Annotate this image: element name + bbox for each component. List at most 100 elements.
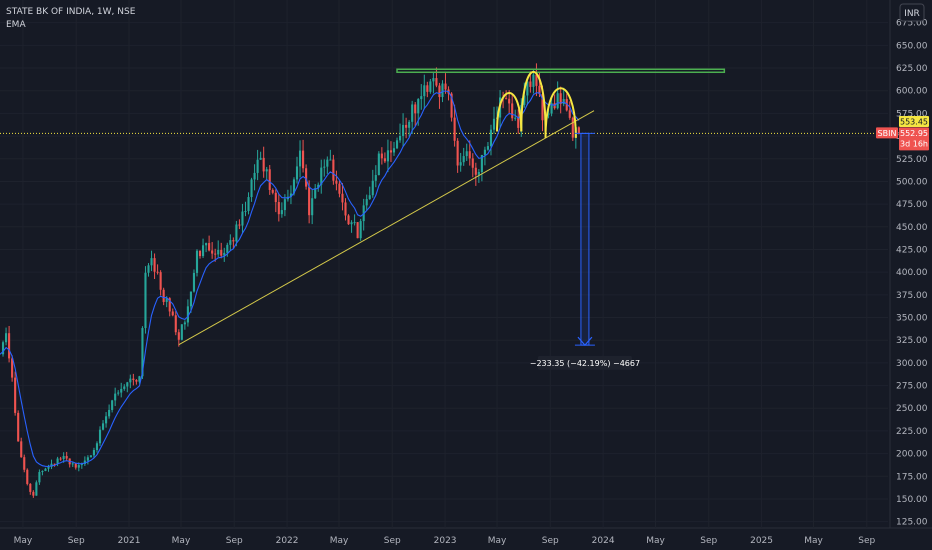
candle-body: [368, 195, 371, 200]
price-tick-label: 425.00: [896, 245, 928, 255]
candle-body: [568, 110, 571, 118]
candle: [217, 240, 220, 258]
candle: [105, 412, 108, 428]
candle: [280, 202, 283, 218]
candle: [305, 164, 308, 190]
candle-body: [526, 81, 529, 96]
candle: [208, 235, 211, 252]
candle-body: [53, 463, 56, 465]
candle-body: [192, 272, 196, 292]
time-tick-label: Sep: [858, 536, 875, 546]
time-tick-label: May: [488, 536, 507, 546]
candle-body: [132, 378, 135, 380]
candle-body: [350, 222, 353, 225]
candle: [138, 375, 141, 384]
price-tick-label: 125.00: [896, 518, 928, 528]
indicator-label[interactable]: EMA: [6, 20, 26, 30]
candle-body: [550, 103, 553, 114]
candle-body: [114, 393, 117, 401]
measurement-box: [537, 355, 632, 370]
candle-body: [35, 482, 38, 496]
candle: [186, 299, 189, 327]
candle: [174, 311, 177, 336]
candle: [341, 183, 344, 211]
candle-body: [150, 258, 153, 266]
price-tick-label: 200.00: [896, 450, 928, 460]
candle: [232, 237, 235, 249]
candle-body: [268, 169, 271, 190]
candle-body: [129, 378, 132, 383]
candle-body: [214, 253, 217, 255]
candle: [571, 116, 574, 142]
price-tick-label: 400.00: [896, 268, 928, 278]
candle-body: [77, 465, 80, 468]
candle: [98, 426, 102, 447]
candle: [532, 69, 535, 94]
candle-body: [226, 244, 229, 253]
candle: [489, 124, 493, 156]
currency-button[interactable]: INR: [899, 3, 925, 22]
candle: [311, 189, 314, 225]
candle-body: [135, 379, 138, 382]
candle: [26, 468, 29, 486]
candle-body: [198, 250, 202, 257]
candle-body: [532, 74, 535, 87]
candle-body: [32, 491, 35, 496]
candle: [377, 151, 380, 176]
candle-body: [189, 291, 192, 307]
annotations: [178, 68, 726, 347]
candle-body: [141, 328, 144, 377]
candle-body: [459, 162, 462, 166]
time-tick-label: 2025: [750, 536, 773, 546]
candle: [117, 390, 120, 396]
candle-body: [229, 240, 232, 245]
candle-body: [162, 289, 165, 302]
candle-body: [295, 166, 299, 180]
trend-line: [178, 110, 595, 346]
candle-body: [108, 409, 111, 417]
candle: [374, 165, 377, 188]
candle: [359, 218, 362, 241]
candle: [183, 320, 186, 330]
candle: [562, 87, 565, 107]
candle: [20, 437, 23, 458]
time-axis[interactable]: May Sep 2021 May Sep 2022 May Sep 2023 May Sep 2024…: [14, 536, 876, 546]
candle-body: [320, 167, 323, 185]
candle: [426, 81, 429, 98]
candle-body: [326, 159, 329, 167]
candle-body: [280, 210, 283, 215]
resistance-line: [396, 68, 726, 74]
candle-body: [38, 472, 41, 483]
candle-body: [562, 98, 565, 104]
candle: [229, 234, 232, 251]
candle-body: [441, 83, 444, 98]
candle-body: [344, 202, 347, 216]
price-axis[interactable]: 125.00 150.00 175.00 200.00 225.00 250.00 275.…: [896, 19, 928, 528]
candle: [89, 455, 92, 458]
candle-body: [538, 85, 541, 94]
candle-body: [338, 183, 341, 194]
candle: [111, 399, 114, 413]
candle-body: [95, 443, 99, 451]
candle-body: [374, 175, 377, 181]
candle: [256, 149, 259, 181]
time-tick-label: 2024: [592, 536, 615, 546]
candle-body: [201, 245, 205, 257]
candle: [444, 73, 447, 94]
candle-body: [14, 377, 17, 413]
candle: [29, 483, 32, 495]
price-labels: 553.45 SBIN 552.95 3d 16h: [876, 115, 929, 151]
candle-body: [492, 118, 496, 130]
candle-body: [123, 386, 126, 389]
time-tick-label: Sep: [226, 536, 243, 546]
candle: [153, 253, 156, 280]
candle: [120, 382, 123, 398]
candle: [365, 194, 368, 211]
candle-body: [83, 460, 86, 465]
price-tick-label: 150.00: [896, 495, 928, 505]
candle: [317, 182, 320, 192]
candle-body: [5, 333, 8, 343]
price-tick-label: 675.00: [896, 19, 928, 29]
